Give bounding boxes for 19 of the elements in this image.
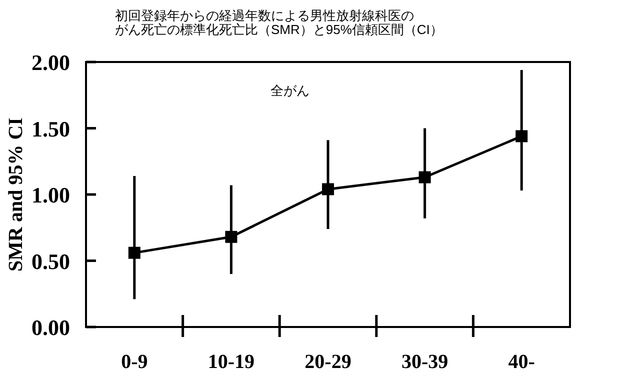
point (322, 183, 334, 196)
point (516, 130, 528, 142)
y-tick-label: 1.00 (32, 182, 70, 208)
x-tick-label: 40- (508, 351, 535, 373)
y-tick-label: 0.50 (32, 248, 70, 274)
chart-subtitle: がん死亡の標準化死亡比（SMR）と95%信頼区間（CI） (115, 22, 443, 37)
x-tick-label: 0-9 (121, 351, 148, 373)
point (418, 171, 431, 184)
y-tick-label: 2.00 (32, 50, 70, 75)
annotation: 全がん (270, 83, 310, 98)
y-axis-title: SMR and 95% CI (5, 117, 27, 272)
x-tick-label: 30-39 (401, 351, 448, 373)
y-tick-label: 1.50 (32, 116, 70, 142)
x-tick-label: 10-19 (208, 351, 255, 373)
point (225, 230, 238, 243)
y-tick-label: 0.00 (32, 315, 70, 340)
chart-title: 初回登録年からの経過年数による男性放射線科医の (115, 8, 414, 23)
x-tick-label: 20-29 (304, 351, 352, 373)
point (128, 246, 140, 259)
